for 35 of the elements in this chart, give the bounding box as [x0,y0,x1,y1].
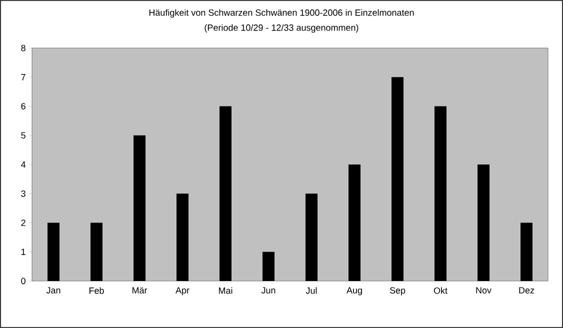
x-tick-label: Sep [390,287,406,296]
y-tick-label: 8 [21,44,26,52]
y-tick-label: 7 [21,74,26,80]
x-tick-label: Jul [306,287,317,294]
x-tick-label: Nov [476,287,492,294]
x-tick-label: Apr [176,287,190,296]
bar [478,164,490,281]
chart-title: Häufigkeit von Schwarzen Schwänen 1900-2006 in Einzelmonaten [149,9,414,18]
bar [520,222,533,281]
x-tick-label: Feb [89,287,104,294]
y-tick-label: 5 [21,132,26,139]
y-tick-label: 6 [21,103,26,110]
x-tick-label: Aug [346,287,362,296]
x-tick-label: Jun [261,287,276,294]
x-tick-label: Mai [218,287,232,294]
x-tick-label: Mär [132,287,148,294]
bar [434,106,447,281]
x-tick-label: Dez [519,287,534,294]
bar [90,222,103,281]
bar [392,77,404,281]
y-tick-label: 3 [21,190,26,197]
y-tick-label: 2 [21,220,26,226]
x-tick-label: Okt [434,287,448,294]
y-tick-label: 4 [21,161,26,168]
bar [48,222,60,281]
bar [176,194,189,281]
x-tick-label: Jan [46,287,60,294]
chart-subtitle: (Periode 10/29 - 12/33 ausgenommen) [204,24,358,33]
bar [134,135,146,281]
y-tick-label: 1 [21,248,26,255]
bar [306,194,318,281]
bar [220,106,232,281]
y-tick-label: 0 [21,278,26,284]
bar [262,252,275,281]
bar [348,164,361,281]
